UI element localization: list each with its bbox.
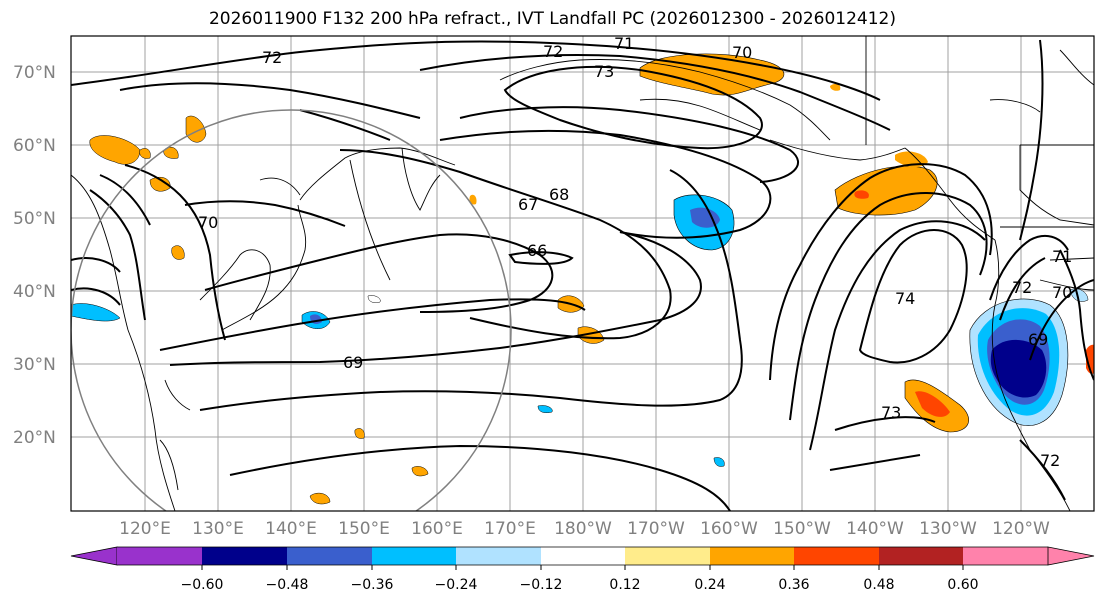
lon-label: 170°E [484,519,536,539]
colorbar-tick-label: 0.60 [947,577,978,593]
colorbar-extend-low [70,546,118,566]
colorbar-tick-label: 0.24 [694,577,725,593]
lon-label: 160°E [411,519,463,539]
colorbar-segment [372,547,456,565]
lon-label: 130°E [192,519,244,539]
colorbar-segment [117,547,202,565]
lat-label: 60°N [13,136,56,156]
contour-label: 67 [518,195,538,214]
contour-label: 70 [1052,283,1072,302]
contour-label: 73 [594,62,614,81]
contour-label: 70 [198,213,218,232]
lat-label: 50°N [13,209,56,229]
lon-label: 150°E [338,519,390,539]
colorbar-segment [710,547,794,565]
colorbar-tick-label: −0.12 [520,577,563,593]
lon-label: 120°E [119,519,171,539]
colorbar-tick-label: −0.36 [351,577,394,593]
lat-label: 40°N [13,282,56,302]
colorbar-tick-label: 0.48 [863,577,894,593]
contour-label: 71 [1052,247,1072,266]
colorbar-segment [625,547,710,565]
lon-label: 140°E [265,519,317,539]
shaded-regions [71,53,1094,505]
colorbar-segment [202,547,287,565]
lat-label: 30°N [13,355,56,375]
contour-label: 74 [895,289,915,308]
colorbar-tick-label: −0.24 [435,577,478,593]
coastlines [71,36,1094,511]
colorbar-tick-label: −0.48 [266,577,309,593]
colorbar-tick-label: 0.12 [609,577,640,593]
colorbar: −0.60 −0.48 −0.36 −0.24 −0.12 0.12 0.24 … [70,546,1095,593]
contour-labels: 72 72 71 70 73 67 68 66 69 70 74 73 72 7… [198,34,1072,470]
lat-label: 20°N [13,428,56,448]
figure-title: 2026011900 F132 200 hPa refract., IVT La… [208,9,896,29]
contour-label: 69 [343,353,363,372]
colorbar-segment [963,547,1048,565]
lon-label: 160°W [700,519,758,539]
colorbar-segment [879,547,963,565]
colorbar-segment [541,547,625,565]
colorbar-tick-label: −0.60 [181,577,224,593]
contour-label: 72 [262,48,282,67]
contour-label: 68 [549,185,569,204]
colorbar-tick-label: 0.36 [778,577,809,593]
colorbar-segment [794,547,879,565]
range-circle [71,109,512,511]
lon-label: 140°W [846,519,904,539]
lon-label: 180°W [554,519,612,539]
contour-label: 66 [527,241,547,260]
map-frame [70,35,1095,512]
lat-label: 70°N [13,63,56,83]
contour-label: 73 [881,403,901,422]
contour-label: 72 [1040,451,1060,470]
colorbar-segment [456,547,541,565]
contour-label: 72 [543,42,563,61]
contour-label: 69 [1028,330,1048,349]
latitude-labels: 70°N 60°N 50°N 40°N 30°N 20°N [13,63,56,448]
contour-label: 72 [1012,278,1032,297]
lon-label: 120°W [992,519,1050,539]
lon-label: 170°W [627,519,685,539]
lon-label: 130°W [919,519,977,539]
colorbar-segment [287,547,372,565]
lon-label: 150°W [773,519,831,539]
contour-label: 70 [732,43,752,62]
colorbar-extend-high [1047,546,1095,566]
longitude-labels: 120°E 130°E 140°E 150°E 160°E 170°E 180°… [119,519,1050,539]
refractivity-contours [71,39,1094,511]
contour-label: 71 [614,34,634,53]
